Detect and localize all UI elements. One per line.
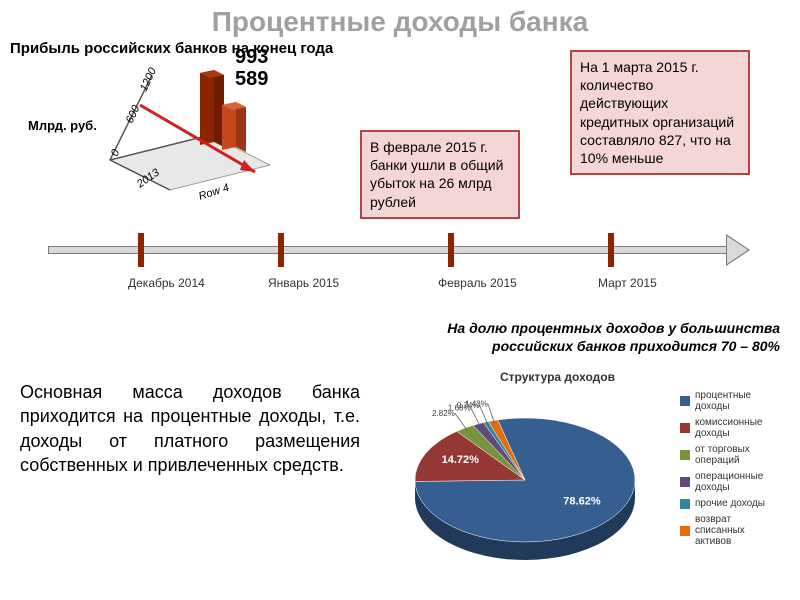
timeline-tick bbox=[608, 233, 614, 267]
infobox-feb-2015: В феврале 2015 г. банки ушли в общий убы… bbox=[360, 130, 520, 219]
timeline-tick bbox=[448, 233, 454, 267]
body-paragraph: Основная масса доходов банка приходится … bbox=[20, 380, 360, 477]
legend-swatch bbox=[680, 499, 690, 509]
svg-text:1200: 1200 bbox=[138, 65, 160, 93]
pie-legend: процентные доходы комиссионные доходы от т… bbox=[680, 390, 780, 552]
legend-item: от торговых операций bbox=[680, 444, 780, 466]
legend-label: комиссионные доходы bbox=[695, 417, 780, 439]
mini-bar-unit: Млрд. руб. bbox=[28, 118, 97, 133]
svg-text:1.43%: 1.43% bbox=[465, 399, 488, 408]
timeline-tick bbox=[278, 233, 284, 267]
legend-swatch bbox=[680, 423, 690, 433]
legend-item: прочие доходы bbox=[680, 498, 780, 509]
timeline-label: Январь 2015 bbox=[268, 276, 368, 290]
timeline-label: Декабрь 2014 bbox=[128, 276, 228, 290]
timeline: Декабрь 2014Январь 2015Февраль 2015Март … bbox=[48, 238, 748, 260]
legend-swatch bbox=[680, 396, 690, 406]
legend-label: от торговых операций bbox=[695, 444, 780, 466]
timeline-label: Март 2015 bbox=[598, 276, 698, 290]
timeline-line bbox=[48, 246, 728, 254]
svg-text:Row 4: Row 4 bbox=[197, 182, 230, 200]
value-589: 589 bbox=[235, 68, 268, 91]
legend-label: возврат списанных активов bbox=[695, 514, 780, 547]
pie-title: Структура доходов bbox=[500, 370, 615, 384]
timeline-label: Февраль 2015 bbox=[438, 276, 538, 290]
legend-item: процентные доходы bbox=[680, 390, 780, 412]
timeline-tick bbox=[138, 233, 144, 267]
pie-chart: Структура доходов 78.62%14.72%2.82%1.68%… bbox=[380, 370, 780, 590]
value-993: 993 bbox=[235, 46, 268, 69]
legend-item: операционные доходы bbox=[680, 471, 780, 493]
pie-caption: На долю процентных доходов у большинства… bbox=[400, 320, 780, 355]
svg-text:78.62%: 78.62% bbox=[563, 495, 601, 507]
svg-text:14.72%: 14.72% bbox=[442, 454, 480, 466]
infobox-mar-2015: На 1 марта 2015 г. количество действующи… bbox=[570, 50, 750, 175]
legend-label: прочие доходы bbox=[695, 498, 765, 509]
legend-label: процентные доходы bbox=[695, 390, 780, 412]
pie-svg: 78.62%14.72%2.82%1.68%0.74%1.43% bbox=[380, 370, 680, 580]
legend-label: операционные доходы bbox=[695, 471, 780, 493]
legend-swatch bbox=[680, 450, 690, 460]
timeline-arrowhead bbox=[726, 234, 750, 266]
legend-item: возврат списанных активов bbox=[680, 514, 780, 547]
page-title: Процентные доходы банка bbox=[0, 0, 800, 38]
legend-swatch bbox=[680, 477, 690, 487]
legend-item: комиссионные доходы bbox=[680, 417, 780, 439]
legend-swatch bbox=[680, 526, 690, 536]
